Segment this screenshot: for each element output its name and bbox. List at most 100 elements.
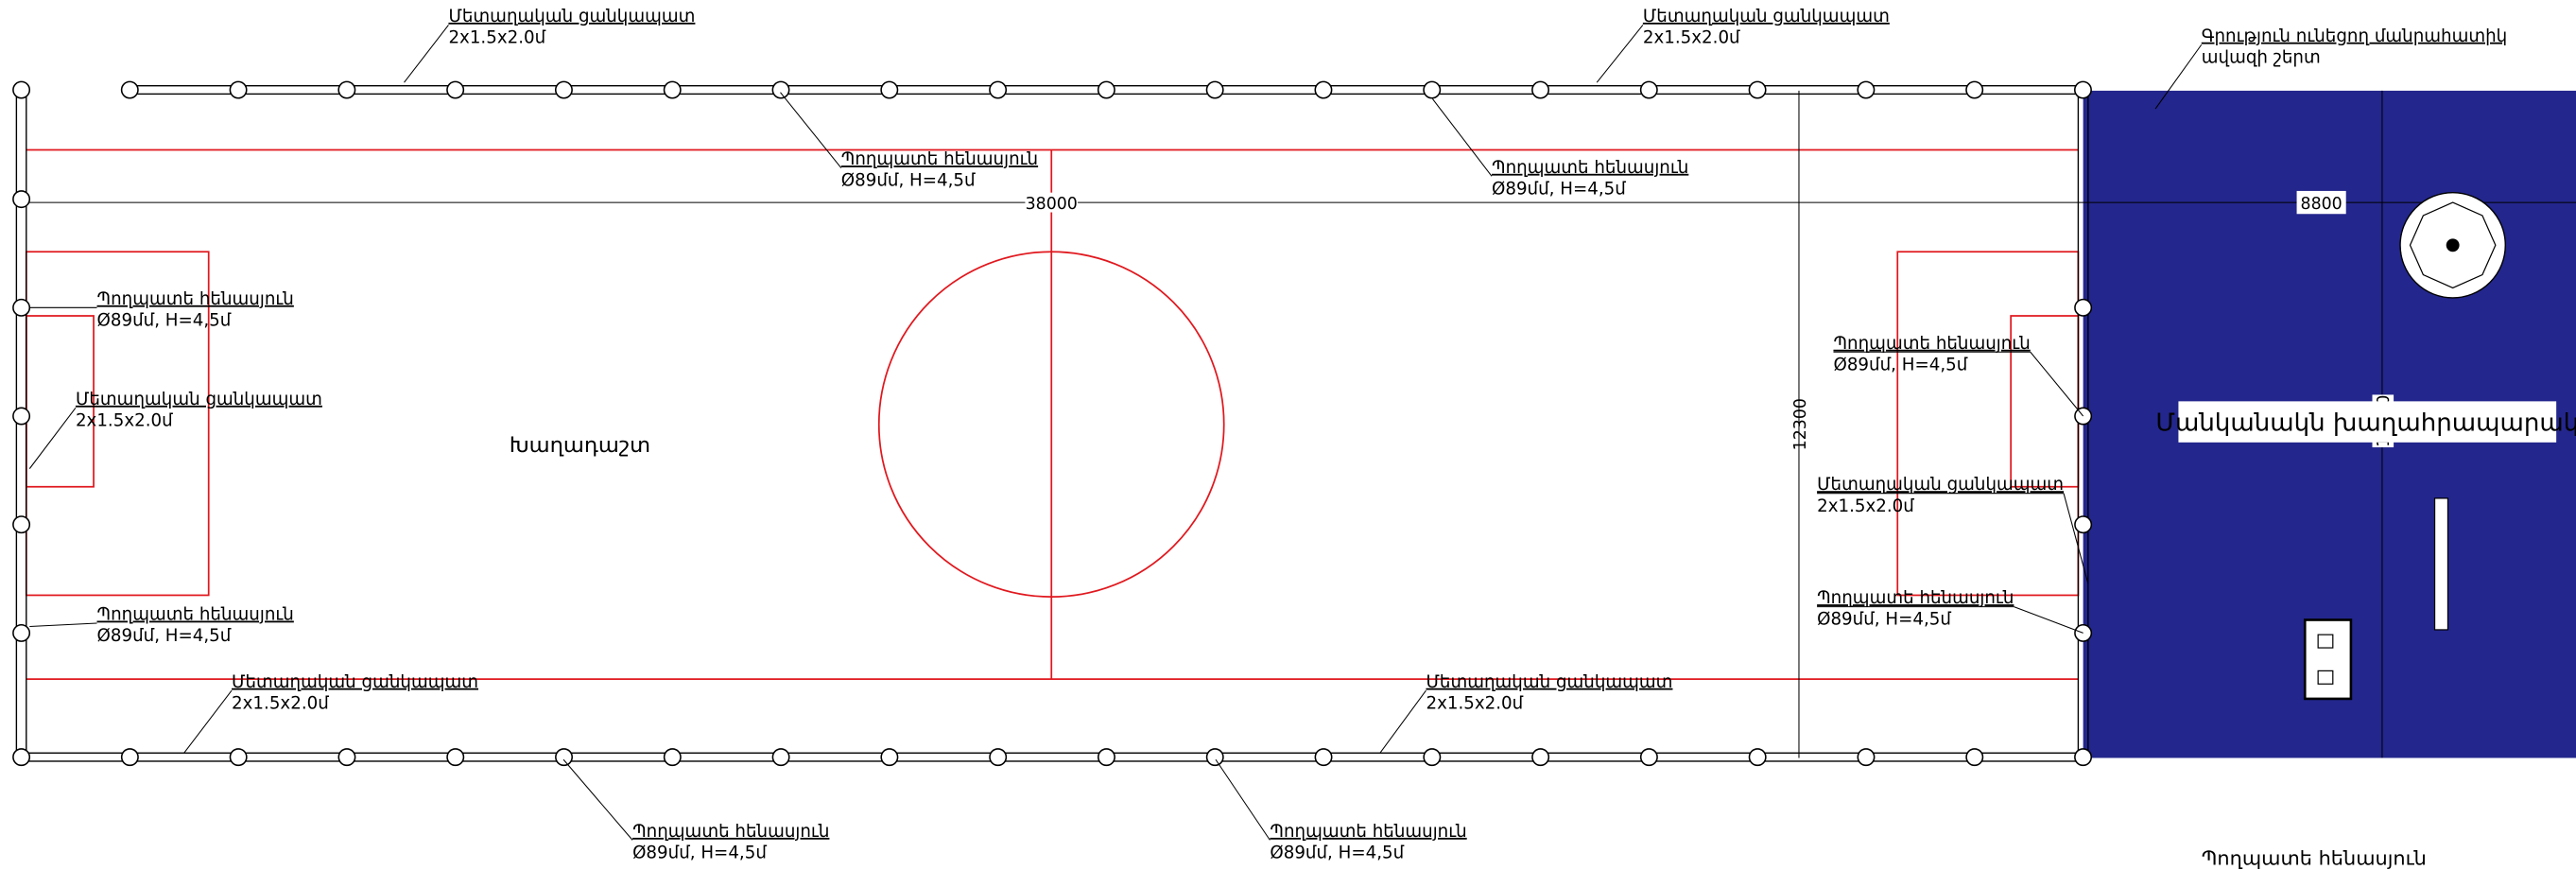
post [12, 407, 31, 426]
post [989, 80, 1008, 99]
fence [20, 752, 2084, 762]
posts [12, 80, 2093, 767]
leader-line [2030, 351, 2084, 417]
annotation-title: Պողպատե հենասյուն [1492, 158, 1688, 178]
swing [2433, 497, 2449, 631]
post [1097, 80, 1115, 99]
post [989, 748, 1008, 767]
annotation-spec: Ø89մմ, H=4,5մ [1492, 179, 1626, 199]
post [120, 80, 139, 99]
bottom-note: Պողպատե հենասյուն [2202, 846, 2427, 869]
post [12, 515, 31, 534]
carousel-axis [2446, 238, 2460, 252]
sandbox-seat [2317, 670, 2334, 685]
annotation-title: Պողպատե հենասյուն [1270, 822, 1466, 842]
leader-line [780, 92, 842, 168]
post [1857, 80, 1876, 99]
annotation-title: Պողպատե հենասյուն [841, 149, 1038, 169]
post [1857, 748, 1876, 767]
annotation-spec: 2x1.5x2.0մ [448, 28, 545, 48]
penalty-area [1896, 251, 2080, 597]
annotation-title: Պողպատե հենասյուն [1833, 334, 2030, 354]
leader-line [1432, 98, 1493, 177]
post [12, 623, 31, 642]
post [1423, 80, 1442, 99]
post [1423, 748, 1442, 767]
annotation-spec: Ø89մմ, H=4,5մ [1833, 355, 1967, 374]
label-bg [2178, 401, 2557, 443]
annotation-title: Պողպատե հենասյուն [1817, 588, 2014, 608]
annotation-spec: Ø89մմ, H=4,5մ [97, 310, 232, 330]
post [2074, 748, 2093, 767]
post [1965, 80, 1984, 99]
post [2074, 298, 2093, 317]
annotation-title: Գրություն ունեցող մանրահատիկ [2202, 26, 2507, 46]
annotation-spec: 2x1.5x2.0մ [76, 410, 173, 430]
post [1965, 748, 1984, 767]
post [771, 748, 790, 767]
equipment: Մանկանակն խաղահրապարակ [2155, 191, 2576, 701]
post [446, 748, 465, 767]
post [229, 748, 248, 767]
sandbox [2303, 618, 2353, 701]
post [1639, 80, 1658, 99]
post [1748, 748, 1767, 767]
annotation-title: Մետաղական ցանկապատ [1817, 475, 2064, 495]
annotation-spec: 2x1.5x2.0մ [1426, 693, 1523, 713]
dimension-label: 38000 [1026, 195, 1078, 214]
leader-line [29, 622, 97, 627]
post [120, 748, 139, 767]
leader-line [562, 758, 633, 841]
annotation-spec: ավազի շերտ [2202, 47, 2321, 67]
post [1097, 748, 1115, 767]
post [2074, 515, 2093, 534]
post [1314, 748, 1333, 767]
post [771, 80, 790, 99]
leader-line [2154, 44, 2203, 110]
post [2073, 80, 2092, 99]
annotation-spec: Ø89մմ, H=4,5մ [841, 171, 976, 191]
post [12, 80, 31, 99]
dim-bg [1025, 192, 1079, 213]
leader-line [2063, 493, 2089, 584]
dimension-label: 8800 [2301, 195, 2343, 214]
playground-label: Մանկանակն խաղահրապարակ [2155, 409, 2576, 438]
field-label: Խաղադաշտ [510, 433, 650, 458]
leader-line [1215, 758, 1271, 841]
center-circle [877, 251, 1225, 599]
annotation-spec: Ø89մմ, H=4,5մ [632, 844, 767, 863]
post [229, 80, 248, 99]
post [554, 80, 573, 99]
field-markings [25, 148, 2080, 680]
post [446, 80, 465, 99]
post [12, 190, 31, 209]
annotation-title: Պողպատե հենասյուն [97, 289, 294, 309]
annotation-title: Մետաղական ցանկապատ [232, 672, 478, 692]
annotation-spec: Ø89մմ, H=4,5մ [1270, 844, 1404, 863]
post [1639, 748, 1658, 767]
dimension-label: 12300 [1791, 398, 1810, 450]
post [337, 748, 356, 767]
post [663, 80, 682, 99]
post [12, 748, 31, 767]
post [880, 80, 899, 99]
post [337, 80, 356, 99]
post [663, 748, 682, 767]
leader-line [2014, 606, 2083, 634]
annotation-spec: Ø89մմ, H=4,5մ [1817, 610, 1951, 630]
post [1531, 748, 1550, 767]
leader-line [404, 25, 449, 83]
leader-line [28, 408, 77, 469]
post [1748, 80, 1767, 99]
post [1314, 80, 1333, 99]
post [1531, 80, 1549, 99]
annotation-spec: 2x1.5x2.0մ [1817, 496, 1914, 516]
post [555, 748, 573, 767]
post [1205, 80, 1224, 99]
post [12, 298, 31, 317]
annotation-title: Պողպատե հենասյուն [97, 605, 294, 625]
annotation-title: Պողպատե հենասյուն [632, 822, 829, 842]
